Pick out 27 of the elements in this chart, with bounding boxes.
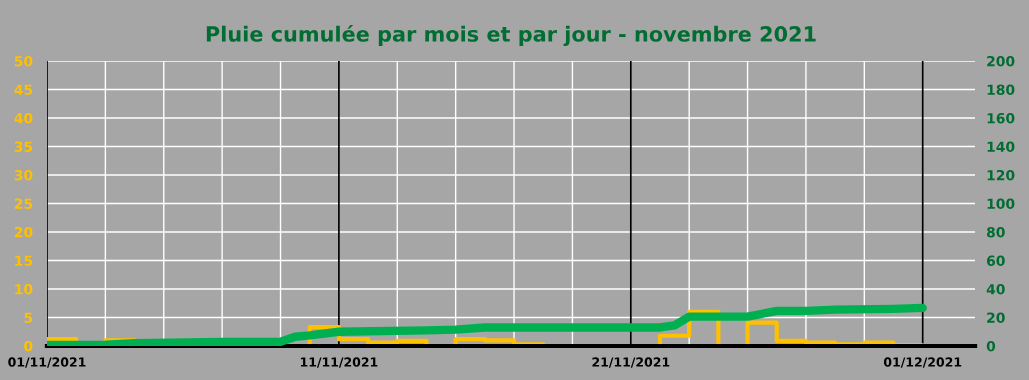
- y2-tick-label: 80: [986, 226, 1005, 238]
- y-tick-label: 0: [24, 340, 33, 352]
- x-tick-label: 11/11/2021: [300, 357, 378, 368]
- y-tick-label: 25: [14, 198, 33, 209]
- y2-tick-label: 0: [986, 340, 996, 352]
- y2-tick-label: 60: [986, 255, 1005, 266]
- y-tick-label: 35: [14, 141, 33, 152]
- y-tick-label: 10: [15, 283, 33, 295]
- y-tick-label: 15: [15, 255, 33, 266]
- y2-tick-label: 200: [987, 55, 1015, 67]
- y-tick-label: 30: [14, 169, 33, 181]
- y2-tick-label: 100: [987, 198, 1015, 209]
- y2-tick-label: 120: [987, 169, 1015, 181]
- y-tick-label: 40: [14, 112, 33, 124]
- y2-tick-label: 40: [986, 283, 1005, 295]
- x-tick-label: 01/11/2021: [8, 357, 86, 368]
- y-tick-label: 20: [14, 226, 33, 238]
- y2-tick-label: 20: [987, 312, 1005, 323]
- y-tick-label: 45: [14, 84, 33, 95]
- y-tick-label: 50: [14, 55, 33, 67]
- y2-tick-label: 140: [987, 141, 1015, 152]
- y2-tick-label: 160: [987, 112, 1015, 124]
- y-tick-label: 5: [24, 312, 33, 323]
- x-tick-label: 21/11/2021: [592, 357, 670, 368]
- y2-tick-label: 180: [987, 84, 1015, 95]
- x-tick-label: 01/12/2021: [883, 357, 962, 368]
- chart-title: Pluie cumulée par mois et par jour - novembre 2021: [206, 24, 816, 47]
